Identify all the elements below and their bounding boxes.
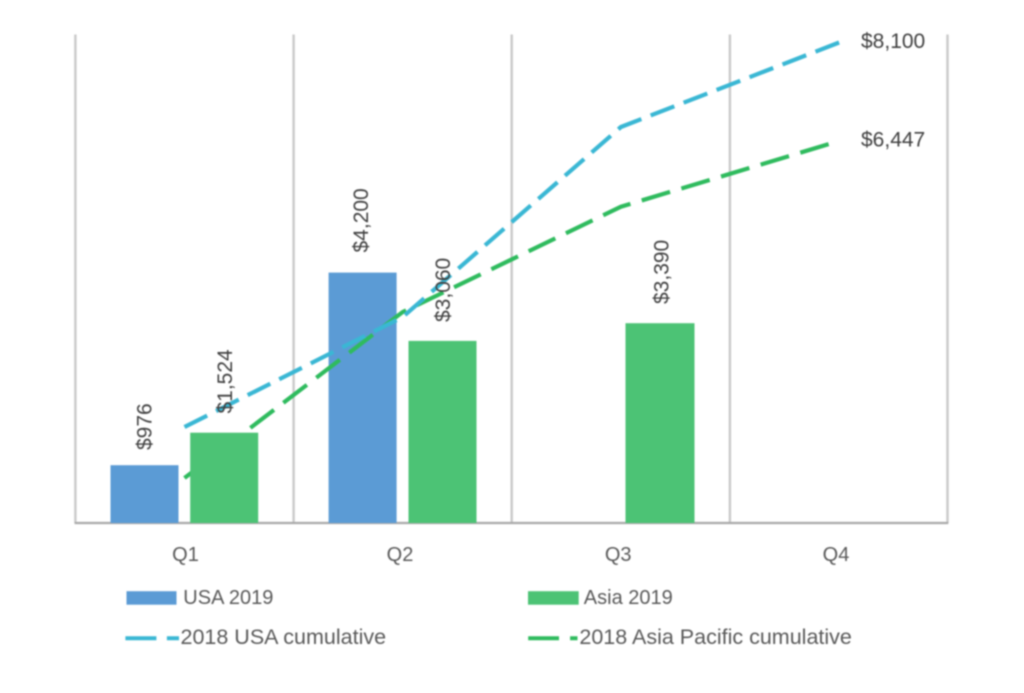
svg-text:$8,100: $8,100	[861, 30, 925, 53]
svg-text:Q4: Q4	[823, 544, 850, 566]
svg-text:$6,447: $6,447	[861, 129, 925, 152]
svg-text:2018 USA cumulative: 2018 USA cumulative	[181, 625, 387, 649]
svg-text:2018 Asia Pacific cumulative: 2018 Asia Pacific cumulative	[579, 625, 851, 649]
svg-text:$3,060: $3,060	[432, 258, 455, 322]
svg-text:Asia 2019: Asia 2019	[584, 587, 673, 609]
svg-text:$3,390: $3,390	[651, 240, 674, 304]
svg-text:Q3: Q3	[605, 544, 632, 566]
svg-text:$976: $976	[134, 403, 157, 450]
svg-text:$4,200: $4,200	[350, 188, 373, 252]
svg-text:$1,524: $1,524	[214, 349, 237, 414]
svg-text:Q2: Q2	[387, 544, 414, 566]
svg-text:Q1: Q1	[172, 544, 199, 566]
svg-text:USA 2019: USA 2019	[183, 587, 273, 609]
